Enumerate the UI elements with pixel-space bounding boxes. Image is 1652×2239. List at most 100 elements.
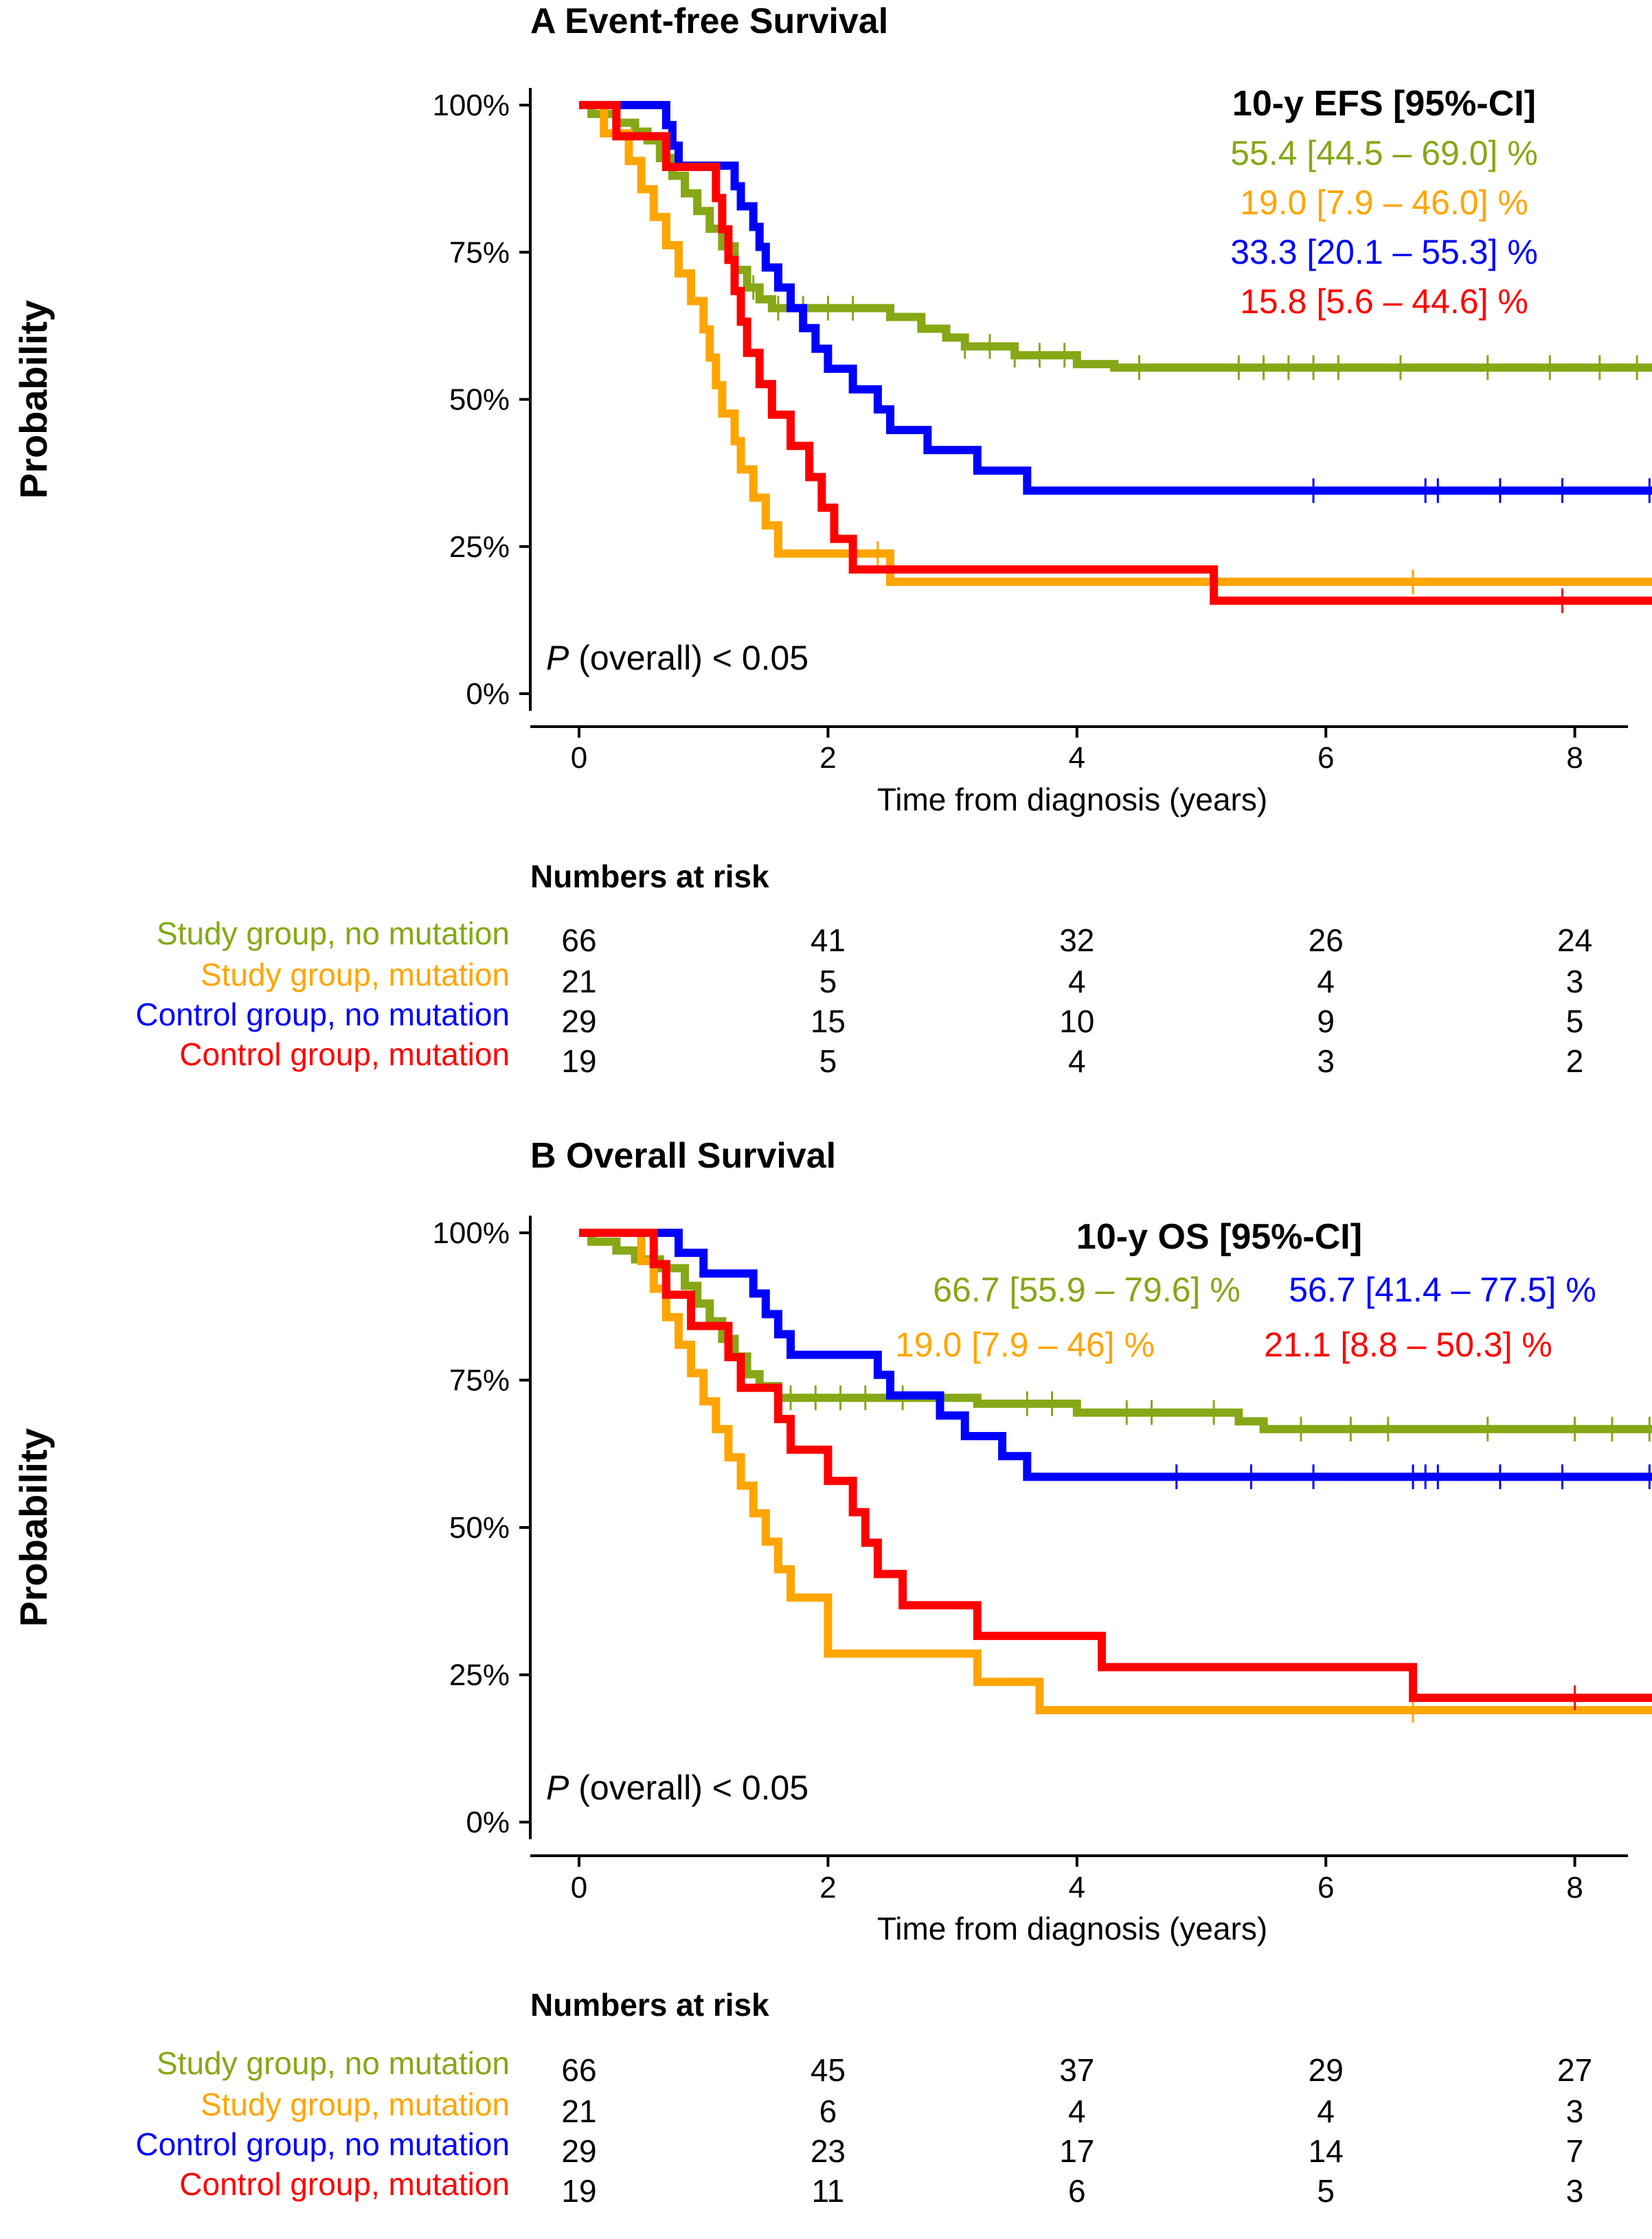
risk-table-cell: 14: [1309, 2133, 1344, 2169]
y-axis-label: Probability: [12, 300, 55, 499]
annotation-study_mutation: 19.0 [7.9 – 46.0] %: [1240, 183, 1528, 222]
risk-table-cell: 9: [1317, 1003, 1335, 1039]
annotation-title: 10-y EFS [95%-CI]: [1232, 84, 1536, 124]
risk-table-cell: 3: [1317, 1043, 1335, 1079]
risk-table-cell: 29: [561, 2133, 596, 2169]
y-tick-label: 100%: [432, 1216, 510, 1250]
survival-curve-control_mutation: [579, 1229, 1652, 1702]
y-tick-label: 75%: [449, 1364, 510, 1398]
y-tick-label: 75%: [449, 236, 510, 269]
y-tick-label: 25%: [449, 1659, 510, 1692]
survival-curve-study_mutation: [579, 101, 1652, 587]
risk-table-cell: 29: [1309, 2052, 1344, 2088]
risk-table-cell: 32: [1059, 922, 1094, 958]
risk-table-cell: 4: [1068, 2093, 1086, 2129]
risk-table-cell: 7: [1566, 2133, 1584, 2169]
risk-table-cell: 3: [1566, 2093, 1584, 2129]
risk-table-cell: 5: [1566, 1003, 1584, 1039]
risk-table-cell: 4: [1317, 964, 1335, 999]
p-symbol: P: [546, 639, 569, 677]
risk-row-label-control_mutation: Control group, mutation: [179, 1036, 510, 1072]
p-symbol: P: [546, 1769, 569, 1807]
risk-table-cell: 11: [812, 2173, 845, 2209]
risk-table-cell: 66: [561, 2052, 596, 2088]
risk-row-label-control_no_mutation: Control group, no mutation: [135, 2126, 510, 2162]
os-panel: B Overall Survival Probability 0% 25% 50% 75%…: [12, 1136, 1652, 2209]
risk-table-cell: 17: [1059, 2133, 1094, 2169]
x-tick-label: 6: [1317, 741, 1334, 775]
x-tick-label: 4: [1069, 1871, 1085, 1905]
y-tick-label: 0%: [466, 677, 510, 711]
x-tick-label: 8: [1566, 1871, 1583, 1905]
risk-table-cell: 29: [561, 1003, 596, 1039]
x-axis-label: Time from diagnosis (years): [877, 782, 1267, 817]
survival-curve-control_no_mutation: [579, 1229, 1652, 1481]
annotation-study_no_mutation: 66.7 [55.9 – 79.6] %: [933, 1271, 1241, 1309]
risk-table-cell: 45: [811, 2052, 846, 2088]
risk-table-cell: 3: [1566, 2173, 1584, 2209]
p-value-text: P (overall) < 0.05: [546, 639, 808, 677]
p-value-text: P (overall) < 0.05: [546, 1769, 808, 1807]
y-axis-label: Probability: [12, 1428, 55, 1626]
risk-table-cell: 4: [1068, 1043, 1086, 1079]
annotation-control_no_mutation: 33.3 [20.1 – 55.3] %: [1230, 233, 1538, 271]
annotation-control_mutation: 21.1 [8.8 – 50.3] %: [1264, 1326, 1552, 1364]
risk-table-cell: 37: [1059, 2052, 1094, 2088]
survival-curve-study_mutation: [579, 1229, 1652, 1714]
risk-table-cell: 41: [811, 922, 846, 958]
risk-row-label-study_no_mutation: Study group, no mutation: [157, 916, 510, 951]
risk-table-cell: 10: [1059, 1003, 1094, 1039]
risk-table-cell: 27: [1557, 2052, 1592, 2088]
risk-table-title: Numbers at risk: [530, 859, 769, 894]
y-tick-label: 100%: [432, 89, 510, 122]
risk-table-cell: 19: [561, 1043, 596, 1079]
panel-title: A Event-free Survival: [530, 1, 888, 41]
x-tick-label: 8: [1566, 741, 1583, 775]
p-value-rest: (overall) < 0.05: [569, 639, 808, 677]
risk-table-cell: 66: [561, 922, 596, 958]
x-tick-label: 0: [571, 1871, 587, 1905]
x-tick-label: 0: [571, 741, 587, 775]
annotation-study_mutation: 19.0 [7.9 – 46] %: [895, 1326, 1155, 1364]
annotation-title: 10-y OS [95%-CI]: [1076, 1217, 1362, 1257]
survival-curve-control_mutation: [579, 101, 1652, 605]
annotation-study_no_mutation: 55.4 [44.5 – 69.0] %: [1230, 134, 1538, 172]
y-tick-label: 0%: [466, 1806, 510, 1839]
x-tick-label: 4: [1069, 741, 1085, 775]
risk-table-cell: 2: [1566, 1043, 1584, 1079]
annotation-control_no_mutation: 56.7 [41.4 – 77.5] %: [1289, 1271, 1596, 1309]
risk-table-cell: 24: [1557, 922, 1592, 958]
y-tick-label: 25%: [449, 530, 510, 564]
annotation-control_mutation: 15.8 [5.6 – 44.6] %: [1240, 282, 1528, 321]
risk-table-cell: 5: [819, 1043, 837, 1079]
risk-table-title: Numbers at risk: [530, 1987, 769, 2023]
risk-table-cell: 21: [561, 2093, 596, 2129]
risk-table-cell: 3: [1566, 964, 1584, 999]
panel-title: B Overall Survival: [530, 1136, 836, 1176]
risk-table-cell: 26: [1309, 922, 1344, 958]
x-tick-label: 6: [1317, 1871, 1334, 1905]
risk-table-cell: 15: [811, 1003, 846, 1039]
risk-table-cell: 6: [1068, 2173, 1086, 2209]
risk-table-cell: 4: [1317, 2093, 1335, 2129]
risk-table-cell: 19: [561, 2173, 596, 2209]
x-axis-label: Time from diagnosis (years): [877, 1911, 1267, 1946]
risk-row-label-control_mutation: Control group, mutation: [179, 2166, 510, 2202]
y-tick-label: 50%: [449, 383, 510, 417]
efs-panel: A Event-free Survival Probability 0% 25% 50%…: [12, 1, 1652, 1079]
risk-table-cell: 23: [811, 2133, 846, 2169]
x-tick-label: 2: [819, 1871, 836, 1905]
risk-table-cell: 5: [1317, 2173, 1335, 2209]
risk-table-cell: 21: [561, 964, 596, 999]
risk-table-cell: 5: [819, 964, 837, 999]
risk-table-cell: 6: [819, 2093, 837, 2129]
x-tick-label: 2: [819, 741, 836, 775]
risk-row-label-study_mutation: Study group, mutation: [201, 2087, 510, 2122]
risk-row-label-study_mutation: Study group, mutation: [201, 957, 510, 992]
risk-row-label-control_no_mutation: Control group, no mutation: [135, 997, 510, 1032]
p-value-rest: (overall) < 0.05: [569, 1769, 808, 1807]
risk-row-label-study_no_mutation: Study group, no mutation: [157, 2045, 510, 2081]
y-tick-label: 50%: [449, 1511, 510, 1545]
risk-table-cell: 4: [1068, 964, 1086, 999]
